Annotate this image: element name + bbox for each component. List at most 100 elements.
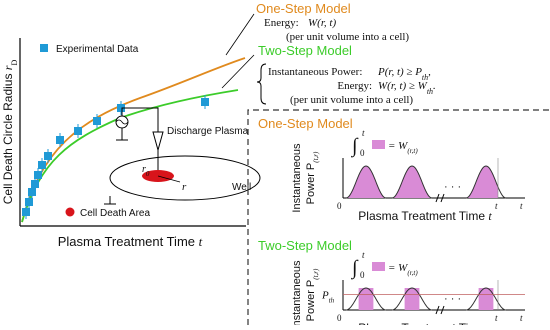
y-label-1: Instantaneous — [291, 260, 303, 325]
panel-title: Two-Step Model — [258, 238, 352, 253]
legend-swatch — [372, 262, 385, 271]
y-label-2: Power P(t,r) — [305, 268, 320, 321]
x-label-text: Plasma Treatment Time — [358, 321, 488, 325]
integral-upper: t — [362, 250, 365, 260]
panel-x-label: Plasma Treatment Time t — [358, 321, 492, 325]
plasma-jet — [152, 131, 164, 152]
energy-sub: th — [427, 87, 433, 96]
panels: One-Step Model∫t0= W(r,t)Instantaneous Po… — [258, 116, 525, 330]
t-tick: t — [495, 313, 498, 323]
r0-label: r0 — [142, 164, 150, 178]
panel-border — [247, 109, 550, 325]
y-label-1: Instantaneous — [291, 143, 303, 213]
y-label-2-text: Power P — [305, 280, 317, 322]
well-ground — [104, 196, 116, 205]
one-step-leader — [225, 13, 255, 56]
panel-title: One-Step Model — [258, 116, 353, 131]
y-label-sub: (t,r) — [312, 268, 320, 280]
point — [201, 98, 209, 106]
energy-fill — [346, 166, 386, 198]
y-label-sub: (t,r) — [312, 151, 320, 163]
y-label-text: Cell Death Circle Radius — [1, 70, 15, 204]
r-label: r — [182, 181, 187, 193]
ellipsis: · · · — [444, 293, 461, 305]
point — [34, 171, 42, 179]
one-step-energy-label: Energy: — [264, 17, 299, 29]
x-label-symbol: t — [488, 321, 492, 325]
power-curve — [391, 287, 433, 311]
two-step-energy-label: Energy: — [337, 80, 372, 92]
equals-sub: (r,t) — [407, 269, 418, 277]
equals-sub: (r,t) — [407, 147, 418, 155]
one-step-note: (per unit volume into a cell) — [286, 31, 409, 43]
integral-lower: 0 — [360, 148, 365, 158]
integral-upper: t — [362, 128, 365, 138]
cell-death-label: Cell Death Area — [80, 208, 150, 219]
x-label-symbol: t — [199, 234, 203, 249]
axis-break — [435, 193, 445, 203]
r0-symbol: r — [142, 164, 146, 175]
y-label-2: Power P(t,r) — [305, 151, 320, 204]
point — [74, 127, 82, 135]
t-tick: t — [495, 201, 498, 211]
x-label-text: Plasma Treatment Time — [58, 234, 199, 249]
legend-label: Experimental Data — [56, 44, 139, 55]
x-label-text: Plasma Treatment Time — [358, 209, 488, 223]
power-curve — [465, 165, 507, 199]
discharge-label: Discharge Plasma — [167, 126, 249, 137]
x-axis-label: Plasma Treatment Time t — [58, 234, 203, 249]
point — [117, 104, 125, 112]
y-axis-label: Cell Death Circle Radius rD — [1, 60, 19, 205]
energy-fill — [404, 288, 420, 310]
energy-fill — [358, 288, 374, 310]
experimental-points — [22, 95, 209, 219]
well-label: Well — [232, 182, 251, 193]
y-label-2-text: Power P — [305, 163, 317, 205]
ellipsis: · · · — [444, 181, 461, 193]
integral-lower: 0 — [360, 270, 365, 280]
t-end: t — [520, 313, 523, 323]
threshold-label: Pth — [321, 290, 335, 305]
t-end: t — [520, 201, 523, 211]
well-ellipse — [109, 155, 261, 201]
power-curve — [345, 165, 387, 199]
two-step-power-expr: P(r, t) ≥ Pth, — [377, 66, 431, 82]
r0-sub: 0 — [146, 170, 150, 178]
equals: = W — [388, 262, 408, 274]
power-end: , — [428, 66, 431, 78]
two-step-curve — [21, 89, 239, 223]
two-step-note: (per unit volume into a cell) — [290, 94, 413, 106]
point — [28, 188, 36, 196]
power-expr: P(r, t) ≥ P — [377, 66, 422, 78]
energy-expr: W(r, t) ≥ W — [378, 80, 428, 92]
panel-x-label: Plasma Treatment Time t — [358, 209, 492, 223]
y-label-sub: D — [10, 60, 19, 66]
one-step-title: One-Step Model — [256, 1, 351, 16]
point — [31, 180, 39, 188]
power-curve — [465, 287, 507, 311]
point — [25, 198, 33, 206]
ground — [116, 128, 128, 141]
energy-fill — [466, 166, 498, 198]
energy-end: . — [433, 80, 436, 92]
equals-label: = W(r,t) — [388, 140, 418, 155]
energy-fill — [392, 166, 432, 198]
y-label-symbol: r — [1, 65, 15, 70]
source-wave — [115, 119, 129, 125]
threshold: P — [321, 290, 329, 302]
point — [56, 136, 64, 144]
one-step-energy-expr: W(r, t) — [308, 17, 336, 29]
origin-label: 0 — [337, 313, 342, 323]
point — [44, 152, 52, 160]
point — [93, 117, 101, 125]
origin-label: 0 — [337, 201, 342, 211]
two-step-title: Two-Step Model — [258, 43, 352, 58]
equals: = W — [388, 140, 408, 152]
integral: ∫ — [350, 135, 359, 158]
axis-break — [435, 305, 445, 315]
wire — [121, 107, 159, 118]
energy-fill — [478, 288, 494, 310]
